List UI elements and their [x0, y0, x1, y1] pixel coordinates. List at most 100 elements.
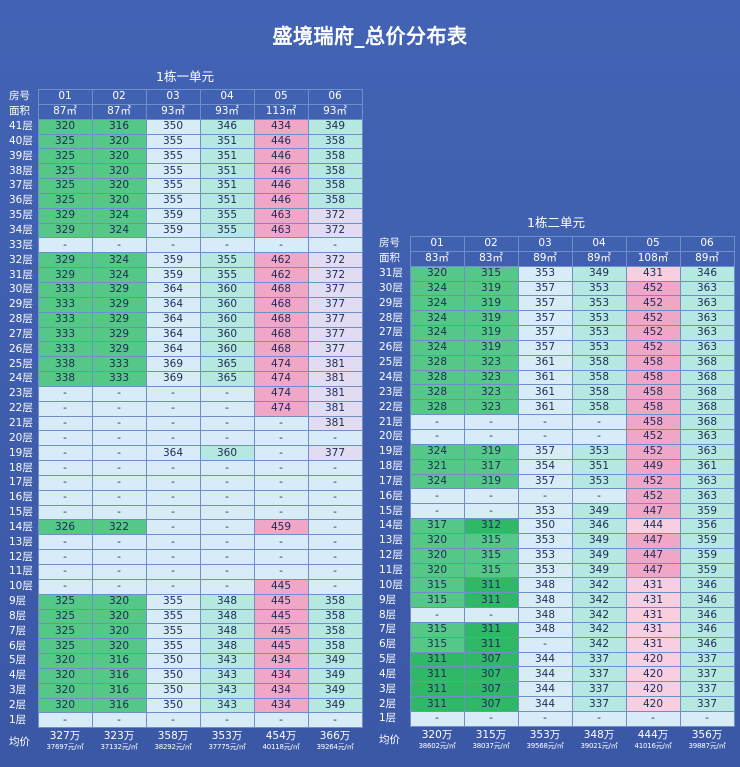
table-row: 27层 333 329 364 360 468 377 [8, 326, 363, 343]
price-cell: 458 [625, 414, 681, 430]
table-row: 23层 - - - -474 381 [8, 385, 363, 402]
area-header: 113㎡ [253, 103, 309, 120]
price-cell: 320 [37, 667, 93, 684]
price-cell: 355 [145, 133, 201, 150]
floor-label: 5层 [379, 653, 397, 666]
price-cell: - [463, 711, 519, 727]
price-cell: - [307, 460, 363, 476]
price-cell: - [145, 564, 201, 580]
price-cell: 323 [463, 369, 519, 386]
price-cell: 320 [37, 118, 93, 135]
price-cell: 369 [145, 371, 201, 387]
price-cell: 359 [145, 207, 201, 224]
price-cell: 316 [91, 682, 147, 699]
price-cell: 307 [463, 696, 519, 712]
floor-label: 41层 [9, 120, 33, 133]
price-cell: 359 [679, 532, 735, 549]
price-cell: 381 [307, 371, 363, 387]
floor-label: 15层 [379, 504, 403, 517]
floor-label: 34层 [9, 224, 33, 237]
price-cell: 342 [571, 592, 627, 609]
price-cell: 320 [37, 697, 93, 714]
price-cell: - [253, 489, 309, 506]
floor-label: 8层 [9, 609, 27, 622]
price-cell: - [199, 385, 255, 402]
price-cell: 452 [625, 280, 681, 297]
average-unit-price: 38292元/㎡ [154, 743, 192, 752]
price-cell: 343 [199, 653, 255, 669]
average-cell: 323万 37132元/㎡ [92, 728, 146, 754]
table-row: 9层 315 311 348 342 431 346 [378, 592, 735, 609]
price-cell: 358 [571, 369, 627, 386]
average-cell: 327万 37697元/㎡ [38, 728, 92, 754]
floor-label: 35层 [9, 209, 33, 222]
price-cell: 358 [307, 593, 363, 610]
price-cell: 320 [91, 178, 147, 194]
average-unit-price: 40118元/㎡ [262, 743, 300, 752]
price-cell: - [199, 400, 255, 417]
average-price: 358万 [157, 730, 189, 743]
price-cell: - [91, 578, 147, 595]
table-row: 21层 - - - -458 368 [378, 414, 735, 430]
table-row: 4层 320 316 350 343 434 349 [8, 667, 363, 684]
price-cell: 316 [91, 118, 147, 135]
price-cell: 445 [253, 593, 309, 610]
floor-label: 26层 [379, 341, 403, 354]
price-cell: 434 [253, 682, 309, 699]
price-cell: 381 [307, 415, 363, 432]
price-cell: - [409, 488, 465, 505]
price-cell: 363 [679, 325, 735, 341]
price-cell: 358 [307, 148, 363, 165]
price-cell: 320 [91, 593, 147, 610]
floor-label: 18层 [9, 461, 33, 474]
price-cell: - [37, 564, 93, 580]
price-cell: 315 [409, 636, 465, 653]
price-cell: - [517, 488, 573, 505]
price-cell: 356 [679, 518, 735, 534]
floor-label: 11层 [379, 563, 403, 576]
price-cell: 328 [409, 354, 465, 371]
price-cell: - [307, 430, 363, 447]
price-cell: 337 [571, 651, 627, 668]
floor-label: 2层 [9, 699, 27, 712]
area-header: 108㎡ [625, 250, 681, 267]
price-cell: 324 [409, 339, 465, 356]
floor-label: 4层 [9, 669, 27, 682]
price-cell: 357 [517, 310, 573, 327]
price-cell: - [91, 415, 147, 432]
floor-label: 13层 [379, 534, 403, 547]
price-cell: 431 [625, 636, 681, 653]
column-header: 06 [679, 236, 735, 252]
price-cell: 346 [679, 636, 735, 653]
price-cell: - [253, 460, 309, 476]
floor-label: 23层 [9, 387, 33, 400]
price-cell: 446 [253, 148, 309, 165]
average-price: 353万 [529, 728, 561, 741]
price-cell: 320 [409, 562, 465, 579]
price-cell: 337 [571, 666, 627, 683]
price-cell: - [91, 712, 147, 729]
price-cell: 468 [253, 341, 309, 358]
price-cell: - [199, 415, 255, 432]
price-cell: 363 [679, 310, 735, 327]
price-cell: - [145, 415, 201, 432]
price-cell: 319 [463, 473, 519, 490]
floor-label: 14层 [379, 519, 403, 532]
floor-label: 30层 [9, 283, 33, 296]
price-cell: - [91, 564, 147, 580]
average-unit-price: 39887元/㎡ [688, 741, 726, 750]
table-row: 17层 324 319 357 353 452 363 [378, 473, 735, 490]
price-cell: 348 [517, 592, 573, 609]
table-row: 26层 324 319 357 353 452 363 [378, 339, 735, 356]
price-table-unit1: 房号 01 02 03 04 05 06 面积 87㎡ 87㎡ 93㎡ 93㎡ 113㎡ 93㎡ 41层 32… [8, 89, 363, 753]
area-header: 93㎡ [199, 103, 255, 120]
price-cell: 420 [625, 696, 681, 712]
price-cell: 337 [679, 681, 735, 698]
price-cell: 349 [307, 697, 363, 714]
table-row: 13层 - - - - - - [8, 534, 363, 551]
price-cell: - [199, 430, 255, 447]
table-row: 6层 315 311-342 431 346 [378, 636, 735, 653]
price-cell: - [37, 385, 93, 402]
price-cell: 355 [199, 267, 255, 283]
